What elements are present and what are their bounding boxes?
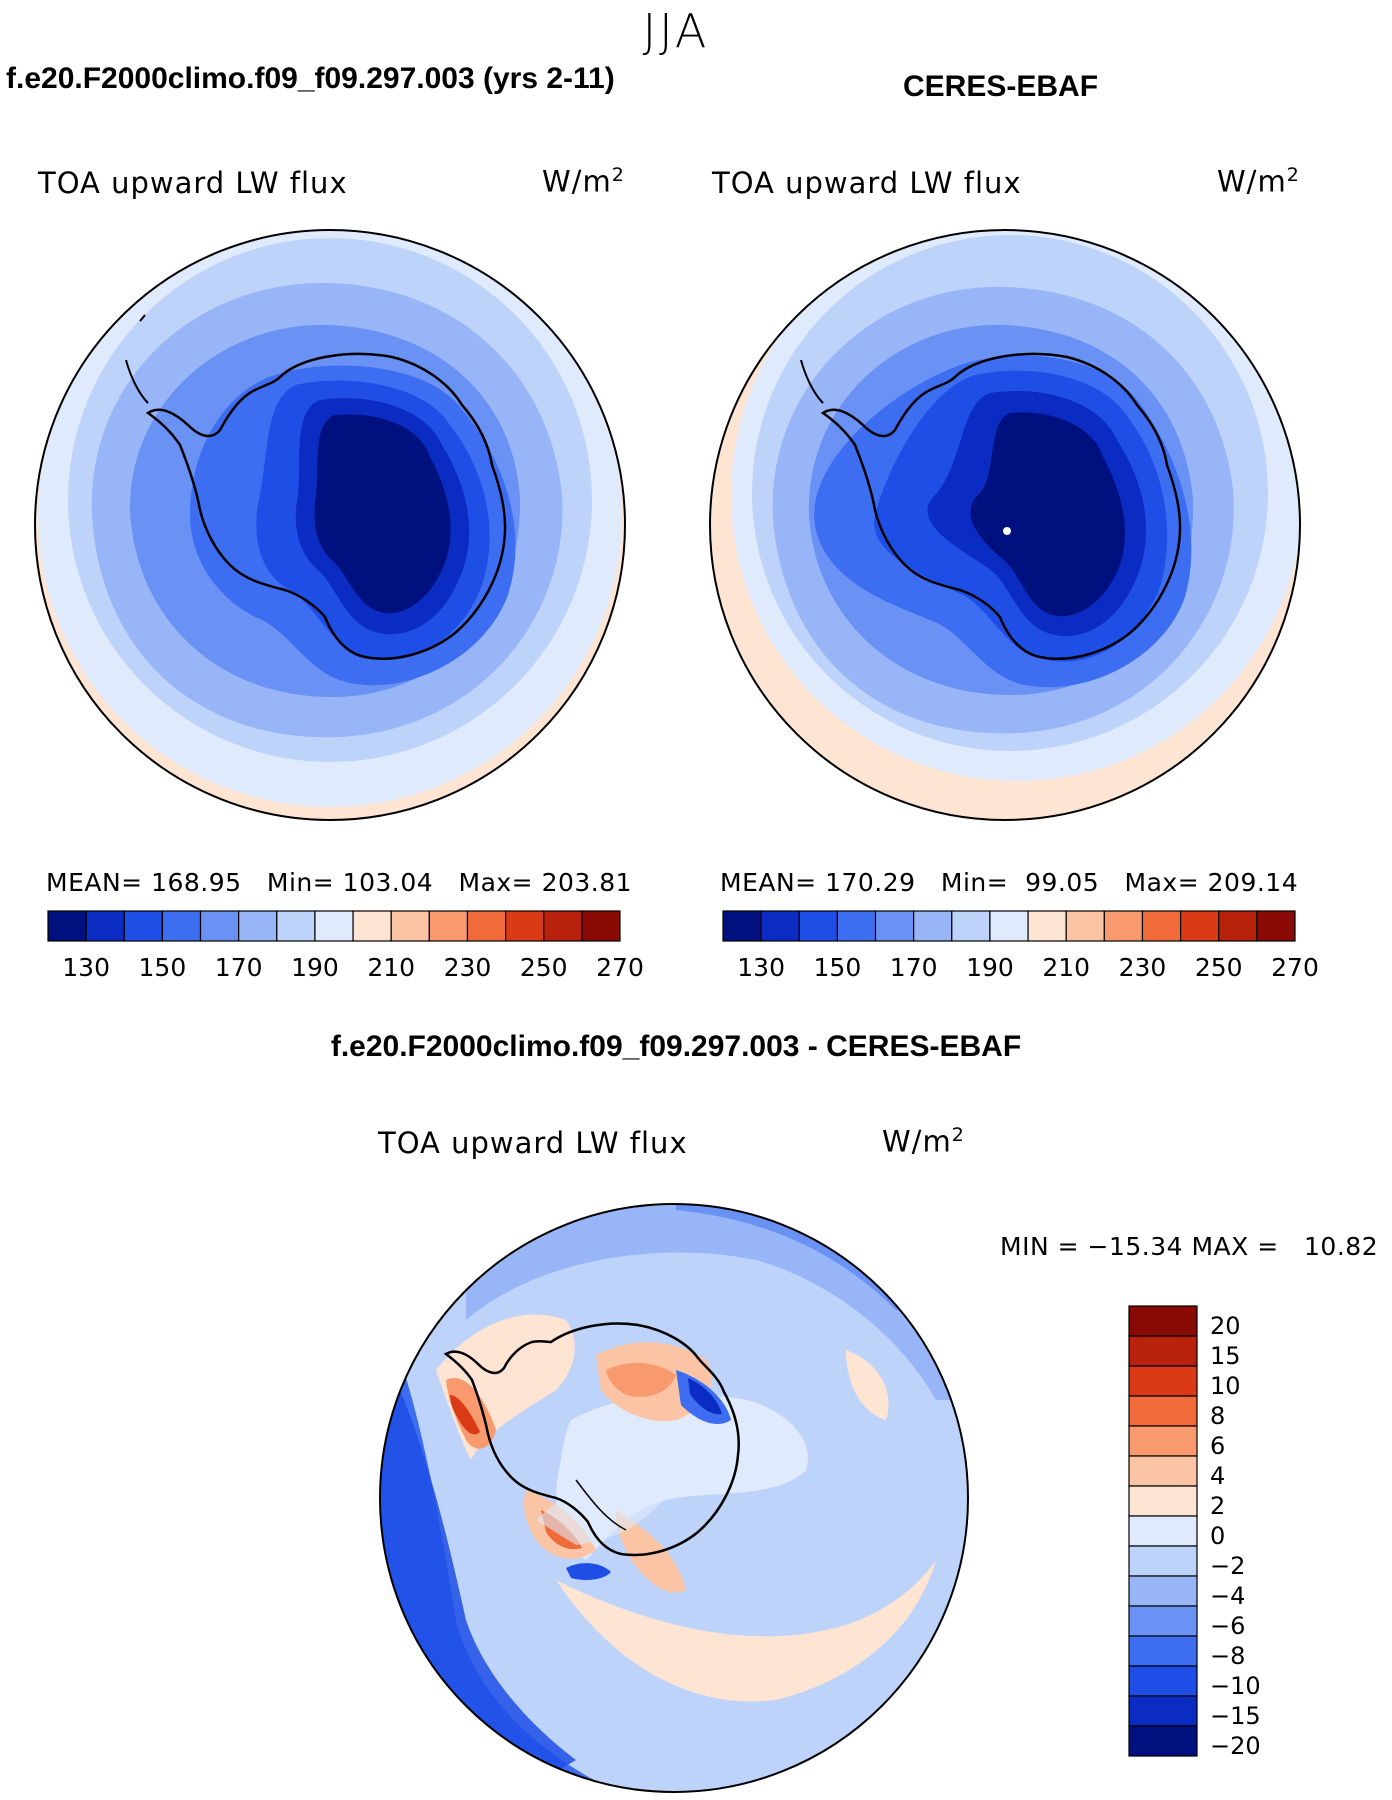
diff-colorbar-swatch — [1128, 1335, 1198, 1367]
right-colorbar-swatch — [1141, 910, 1182, 942]
right-colorbar-swatch — [1256, 910, 1296, 942]
diff-colorbar-swatch — [1128, 1575, 1198, 1607]
right-colorbar-tick-label: 150 — [814, 953, 862, 982]
left-colorbar-swatch — [352, 910, 392, 942]
diff-colorbar-label: 8 — [1210, 1402, 1225, 1430]
diff-colorbar-swatch — [1128, 1425, 1198, 1457]
right-colorbar-tick-label: 270 — [1271, 953, 1319, 982]
diff-colorbar-label: 4 — [1210, 1462, 1225, 1490]
left-colorbar-swatch — [543, 910, 583, 942]
right-colorbar-swatch — [913, 910, 953, 942]
right-colorbar-swatch — [760, 910, 800, 942]
right-colorbar-swatch — [874, 910, 915, 942]
left-colorbar-swatch — [314, 910, 354, 942]
right-variable-title: TOA upward LW flux — [712, 166, 1022, 200]
left-variable-title: TOA upward LW flux — [38, 166, 348, 200]
left-colorbar-swatch — [428, 910, 469, 942]
left-colorbar-swatch — [85, 910, 125, 942]
right-stats: MEAN= 170.29 Min= 99.05 Max= 209.14 — [720, 868, 1299, 897]
diff-case-title: f.e20.F2000climo.f09_f09.297.003 - CERES… — [330, 1030, 1022, 1063]
diff-colorbar-label: −6 — [1210, 1612, 1245, 1640]
right-map — [709, 229, 1301, 821]
left-colorbar-swatch — [466, 910, 507, 942]
left-colorbar-swatch — [238, 910, 278, 942]
left-colorbar-swatch — [505, 910, 545, 942]
diff-colorbar-swatch — [1128, 1665, 1198, 1697]
season-title: JJA — [642, 4, 710, 58]
diff-colorbar-swatch — [1128, 1455, 1198, 1487]
right-colorbar-swatch — [1103, 910, 1144, 942]
left-colorbar-tick-label: 270 — [596, 953, 644, 982]
diff-colorbar-swatch — [1128, 1695, 1198, 1727]
right-case-title: CERES-EBAF — [903, 70, 1099, 103]
diff-colorbar-label: −15 — [1210, 1702, 1261, 1730]
diff-colorbar-swatch — [1128, 1725, 1198, 1757]
right-colorbar-tick-label: 190 — [966, 953, 1014, 982]
diff-colorbar-swatch — [1128, 1605, 1198, 1637]
right-colorbar-swatch — [1027, 910, 1067, 942]
left-colorbar-swatch — [123, 910, 164, 942]
diff-colorbar-swatch — [1128, 1305, 1198, 1337]
diff-colorbar-label: 6 — [1210, 1432, 1225, 1460]
diff-colorbar-label: −20 — [1210, 1732, 1261, 1760]
diff-colorbar-label: −4 — [1210, 1582, 1245, 1610]
diff-minmax: MIN = −15.34 MAX = 10.82 — [1000, 1232, 1379, 1261]
left-colorbar-swatch — [161, 910, 202, 942]
right-colorbar-tick-label: 230 — [1119, 953, 1167, 982]
diff-variable-title: TOA upward LW flux — [378, 1126, 688, 1160]
diff-colorbar-label: 0 — [1210, 1522, 1225, 1550]
diff-colorbar-swatch — [1128, 1485, 1198, 1517]
left-colorbar-tick-label: 150 — [139, 953, 187, 982]
left-colorbar-tick-label: 190 — [291, 953, 339, 982]
left-colorbar-swatch — [199, 910, 240, 942]
diff-colorbar-label: −8 — [1210, 1642, 1245, 1670]
right-colorbar-swatch — [989, 910, 1029, 942]
right-colorbar-swatch — [1065, 910, 1105, 942]
right-colorbar: 130 150 170 190 210 230 250 270 — [722, 910, 1319, 982]
right-units: W/m2 — [1217, 164, 1300, 199]
diff-colorbar-label: 15 — [1210, 1342, 1241, 1370]
left-colorbar: 130 150 170 190 210 230 250 270 — [47, 910, 644, 982]
left-colorbar-tick-label: 210 — [367, 953, 415, 982]
left-colorbar-swatch — [47, 910, 87, 942]
right-colorbar-swatch — [951, 910, 991, 942]
left-colorbar-tick-label: 250 — [520, 953, 568, 982]
right-colorbar-tick-label: 250 — [1195, 953, 1243, 982]
left-case-title: f.e20.F2000climo.f09_f09.297.003 (yrs 2-… — [6, 62, 615, 95]
diff-colorbar-swatch — [1128, 1395, 1198, 1427]
diff-colorbar-label: 20 — [1210, 1312, 1241, 1340]
diff-colorbar-swatch — [1128, 1545, 1198, 1577]
left-colorbar-swatch — [390, 910, 430, 942]
right-colorbar-swatch — [798, 910, 839, 942]
left-colorbar-tick-label: 130 — [62, 953, 110, 982]
right-colorbar-tick-label: 210 — [1042, 953, 1090, 982]
left-stats: MEAN= 168.95 Min= 103.04 Max= 203.81 — [46, 868, 633, 897]
left-colorbar-swatch — [581, 910, 621, 942]
diff-colorbar-label: 10 — [1210, 1372, 1241, 1400]
diff-colorbar-swatch — [1128, 1515, 1198, 1547]
diff-colorbar-label: −2 — [1210, 1552, 1245, 1580]
right-colorbar-tick-label: 170 — [890, 953, 938, 982]
diff-colorbar-label: −10 — [1210, 1672, 1261, 1700]
left-colorbar-tick-label: 170 — [215, 953, 263, 982]
diff-units: W/m2 — [882, 1124, 965, 1159]
right-colorbar-swatch — [1218, 910, 1258, 942]
diff-colorbar-swatch — [1128, 1365, 1198, 1397]
right-colorbar-tick-label: 130 — [737, 953, 785, 982]
right-colorbar-swatch — [836, 910, 877, 942]
left-units: W/m2 — [542, 164, 625, 199]
right-colorbar-swatch — [722, 910, 762, 942]
diff-colorbar-label: 2 — [1210, 1492, 1225, 1520]
diff-colorbar-swatch — [1128, 1635, 1198, 1667]
left-colorbar-swatch — [276, 910, 316, 942]
left-colorbar-tick-label: 230 — [444, 953, 492, 982]
diff-map — [379, 1203, 969, 1793]
left-map — [34, 229, 626, 821]
right-colorbar-swatch — [1180, 910, 1220, 942]
